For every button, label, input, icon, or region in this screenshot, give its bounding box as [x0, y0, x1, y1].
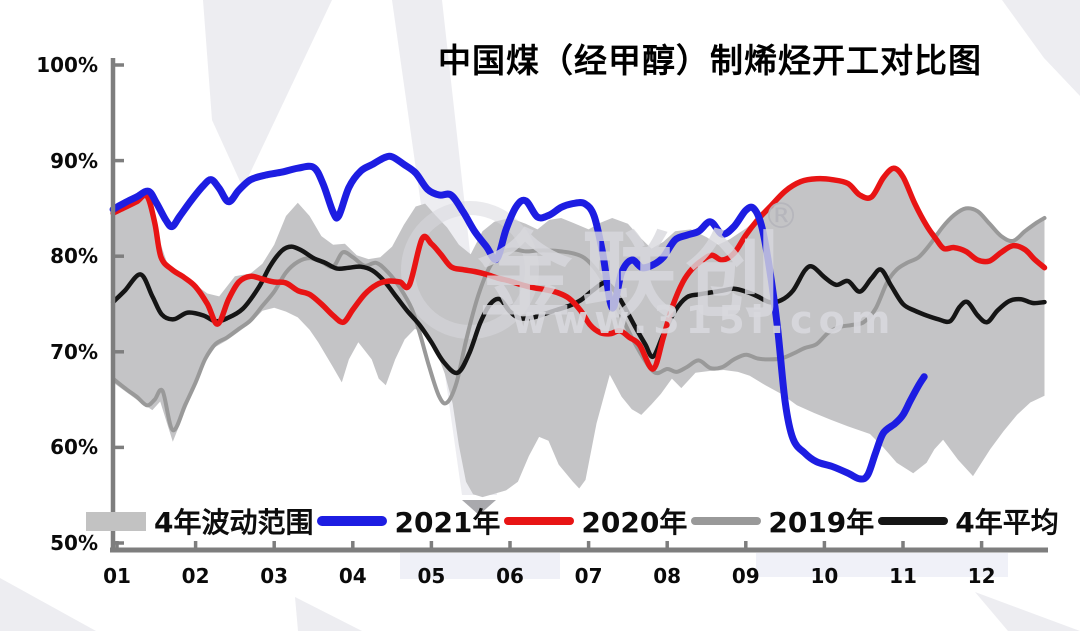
- legend-item-2020: 2020年: [504, 501, 687, 541]
- y-axis-label-90: 90%: [50, 148, 98, 173]
- wm-dart-tip: [462, 500, 496, 515]
- x-axis-label-02: 02: [181, 564, 210, 588]
- x-axis-label-03: 03: [260, 564, 289, 588]
- series-2020-line: [110, 165, 1048, 372]
- x-axis-label-10: 10: [810, 564, 839, 588]
- series-4yr-avg-line: [110, 244, 1047, 376]
- legend-label: 2020年: [581, 506, 688, 539]
- x-axis-label-05: 05: [417, 564, 446, 588]
- y-axis-label-80: 80%: [50, 244, 98, 269]
- line-swatch-icon: [504, 516, 575, 526]
- wm-dart-topright: [1002, 0, 1080, 96]
- wm-dart-bottommid: [295, 597, 362, 631]
- wm-dart-bottomleft: [0, 578, 96, 631]
- series-2021-line: [109, 152, 928, 483]
- legend-item-2019: 2019年: [691, 501, 874, 541]
- x-axis-label-08: 08: [653, 564, 682, 588]
- wm-dart-topleft: [203, 0, 332, 188]
- wm-dart-bottomright: [975, 592, 1080, 631]
- wm-tint-2: [756, 553, 1008, 577]
- legend-label: 2021年: [394, 506, 501, 539]
- band-4yr-range: [113, 168, 1045, 498]
- line-swatch-icon: [317, 516, 388, 526]
- x-axis-label-11: 11: [889, 564, 917, 588]
- x-axis-label-12: 12: [967, 564, 996, 588]
- band-swatch-icon: [86, 511, 146, 531]
- y-axis-label-70: 70%: [50, 339, 98, 364]
- legend-item-2021: 2021年: [317, 501, 500, 541]
- legend-item-4avg: 4年平均: [878, 501, 1059, 541]
- wm-tint-1: [400, 553, 560, 579]
- page-title: 中国煤（经甲醇）制烯烃开工对比图: [438, 41, 982, 80]
- x-axis-label-09: 09: [731, 564, 760, 588]
- legend-label: 4年平均: [955, 506, 1059, 539]
- y-axis-label-50: 50%: [50, 531, 98, 555]
- legend: 4年波动范围 2021年 2020年 2019年 4年平均: [86, 503, 1066, 539]
- x-axis-label-07: 07: [574, 564, 603, 588]
- line-swatch-icon: [878, 517, 949, 525]
- legend-item-band-range: 4年波动范围: [86, 501, 313, 541]
- x-axis-label-06: 06: [496, 564, 524, 588]
- legend-label: 2019年: [768, 506, 875, 539]
- y-axis-label-60: 60%: [50, 435, 98, 460]
- line-swatch-icon: [691, 517, 762, 525]
- y-axis-label-100: 100%: [36, 53, 98, 77]
- legend-label: 4年波动范围: [154, 506, 314, 539]
- x-axis-label-01: 01: [103, 564, 131, 588]
- x-axis-label-04: 04: [338, 564, 367, 588]
